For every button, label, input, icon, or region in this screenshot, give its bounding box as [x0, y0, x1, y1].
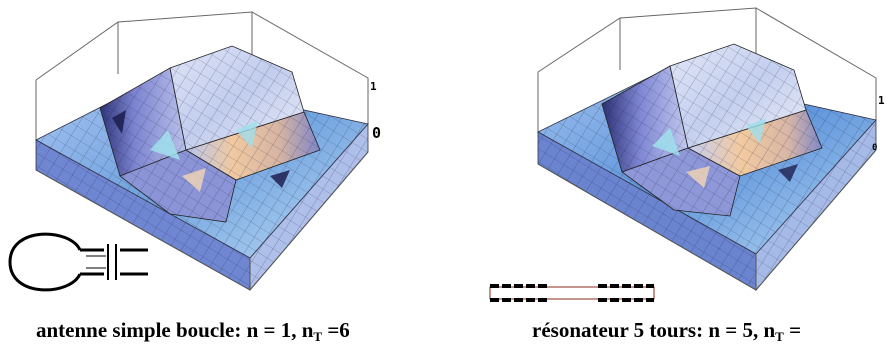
plot-panel-5-turn-resonator: 1 0 résonateur 5 tours: n = 5, nT = — [446, 0, 891, 360]
z-axis-label-zero: 0 — [872, 143, 877, 153]
z-axis-label-one: 1 — [370, 80, 377, 93]
z-axis-label-one: 1 — [878, 94, 885, 107]
z-axis-label-zero: 0 — [372, 124, 381, 142]
surface-plot-single-loop: 1 0 — [8, 11, 381, 292]
surface-plot-5-turn-resonator: 1 0 — [489, 7, 885, 302]
caption-5-turn-resonator-subscript: T — [775, 329, 784, 344]
caption-single-loop: antenne simple boucle: n = 1, nT =6 — [36, 318, 350, 345]
caption-single-loop-text: antenne simple boucle: n = 1, n — [36, 318, 314, 342]
caption-single-loop-subscript: T — [313, 329, 323, 344]
resonator-cross-section-icon — [489, 284, 655, 302]
caption-5-turn-resonator-value: = — [783, 318, 802, 342]
caption-5-turn-resonator: résonateur 5 tours: n = 5, nT = — [532, 318, 801, 345]
single-loop-antenna-icon — [8, 232, 148, 292]
caption-5-turn-resonator-text: résonateur 5 tours: n = 5, n — [532, 318, 776, 342]
plot-panel-single-loop: 1 0 antenne simple boucle: n = 1, nT =6 — [0, 0, 445, 360]
caption-single-loop-value: =6 — [322, 318, 350, 342]
